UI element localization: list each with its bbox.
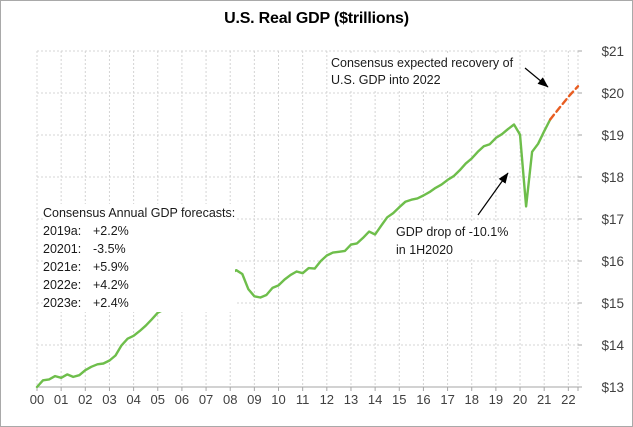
annotation-gdp-drop-line1: GDP drop of -10.1%: [396, 225, 509, 239]
x-tick-label: 00: [30, 392, 44, 407]
x-tick-label: 21: [537, 392, 551, 407]
annotation-arrow: [524, 67, 549, 88]
annotation-forecasts: Consensus Annual GDP forecasts: 2019a: +2…: [43, 204, 236, 312]
x-tick-label: 04: [126, 392, 140, 407]
annotation-recovery-line2: U.S. GDP into 2022: [331, 73, 441, 87]
x-tick-label: 02: [78, 392, 92, 407]
forecast-item-label: 2019a:: [43, 224, 82, 238]
forecast-item-label: 2023e:: [43, 296, 82, 310]
forecast-item: 2022e: +4.2%: [43, 276, 235, 294]
forecast-item-value: +5.9%: [93, 260, 129, 274]
y-tick-label: $19: [601, 128, 624, 143]
x-tick-label: 05: [151, 392, 165, 407]
x-tick-label: 12: [320, 392, 334, 407]
y-tick-label: $14: [601, 338, 624, 353]
annotation-recovery: Consensus expected recovery of U.S. GDP …: [331, 55, 514, 89]
annotation-forecasts-heading: Consensus Annual GDP forecasts:: [43, 206, 236, 220]
forecast-item: 2019a: +2.2%: [43, 222, 235, 240]
x-tick-label: 09: [247, 392, 261, 407]
annotation-gdp-drop: GDP drop of -10.1% in 1H2020: [396, 223, 509, 259]
forecast-item-label: 2021e:: [43, 260, 82, 274]
gdp-forecast-line: [549, 85, 580, 121]
x-tick-label: 14: [368, 392, 382, 407]
forecast-item-value: +4.2%: [93, 278, 129, 292]
y-tick-label: $18: [601, 170, 624, 185]
x-tick-label: 22: [561, 392, 575, 407]
annotation-recovery-line1: Consensus expected recovery of: [331, 56, 514, 70]
annotation-arrow: [477, 172, 509, 216]
forecast-item: 20201: -3.5%: [43, 240, 235, 258]
x-tick-label: 08: [223, 392, 237, 407]
forecast-item-label: 2022e:: [43, 278, 82, 292]
x-tick-label: 03: [102, 392, 116, 407]
forecast-item-value: +2.4%: [93, 296, 129, 310]
x-tick-label: 19: [489, 392, 503, 407]
x-tick-label: 15: [392, 392, 406, 407]
x-tick-label: 18: [464, 392, 478, 407]
x-tick-label: 20: [513, 392, 527, 407]
y-tick-label: $13: [601, 380, 624, 395]
y-tick-label: $15: [601, 296, 624, 311]
x-tick-label: 16: [416, 392, 430, 407]
x-tick-label: 11: [296, 392, 310, 407]
y-tick-label: $16: [601, 254, 624, 269]
forecast-list: 2019a: +2.2% 20201: -3.5% 2021e: +5.9% 2022e: +…: [43, 222, 235, 312]
forecast-item-label: 20201:: [43, 242, 82, 256]
forecast-item: 2023e: +2.4%: [43, 294, 235, 312]
y-tick-label: $20: [601, 86, 624, 101]
y-tick-label: $21: [601, 44, 624, 59]
gdp-actual-line: [35, 118, 552, 389]
annotation-gdp-drop-line2: in 1H2020: [396, 243, 453, 257]
x-tick-label: 17: [440, 392, 454, 407]
x-tick-label: 13: [344, 392, 358, 407]
x-tick-label: 06: [175, 392, 189, 407]
chart-title: U.S. Real GDP ($trillions): [224, 10, 409, 27]
y-tick-label: $17: [601, 212, 624, 227]
forecast-item-value: +2.2%: [93, 224, 129, 238]
x-tick-label: 10: [271, 392, 285, 407]
forecast-item-value: -3.5%: [93, 242, 126, 256]
x-tick-label: 01: [54, 392, 68, 407]
x-tick-label: 07: [199, 392, 213, 407]
forecast-item: 2021e: +5.9%: [43, 258, 235, 276]
